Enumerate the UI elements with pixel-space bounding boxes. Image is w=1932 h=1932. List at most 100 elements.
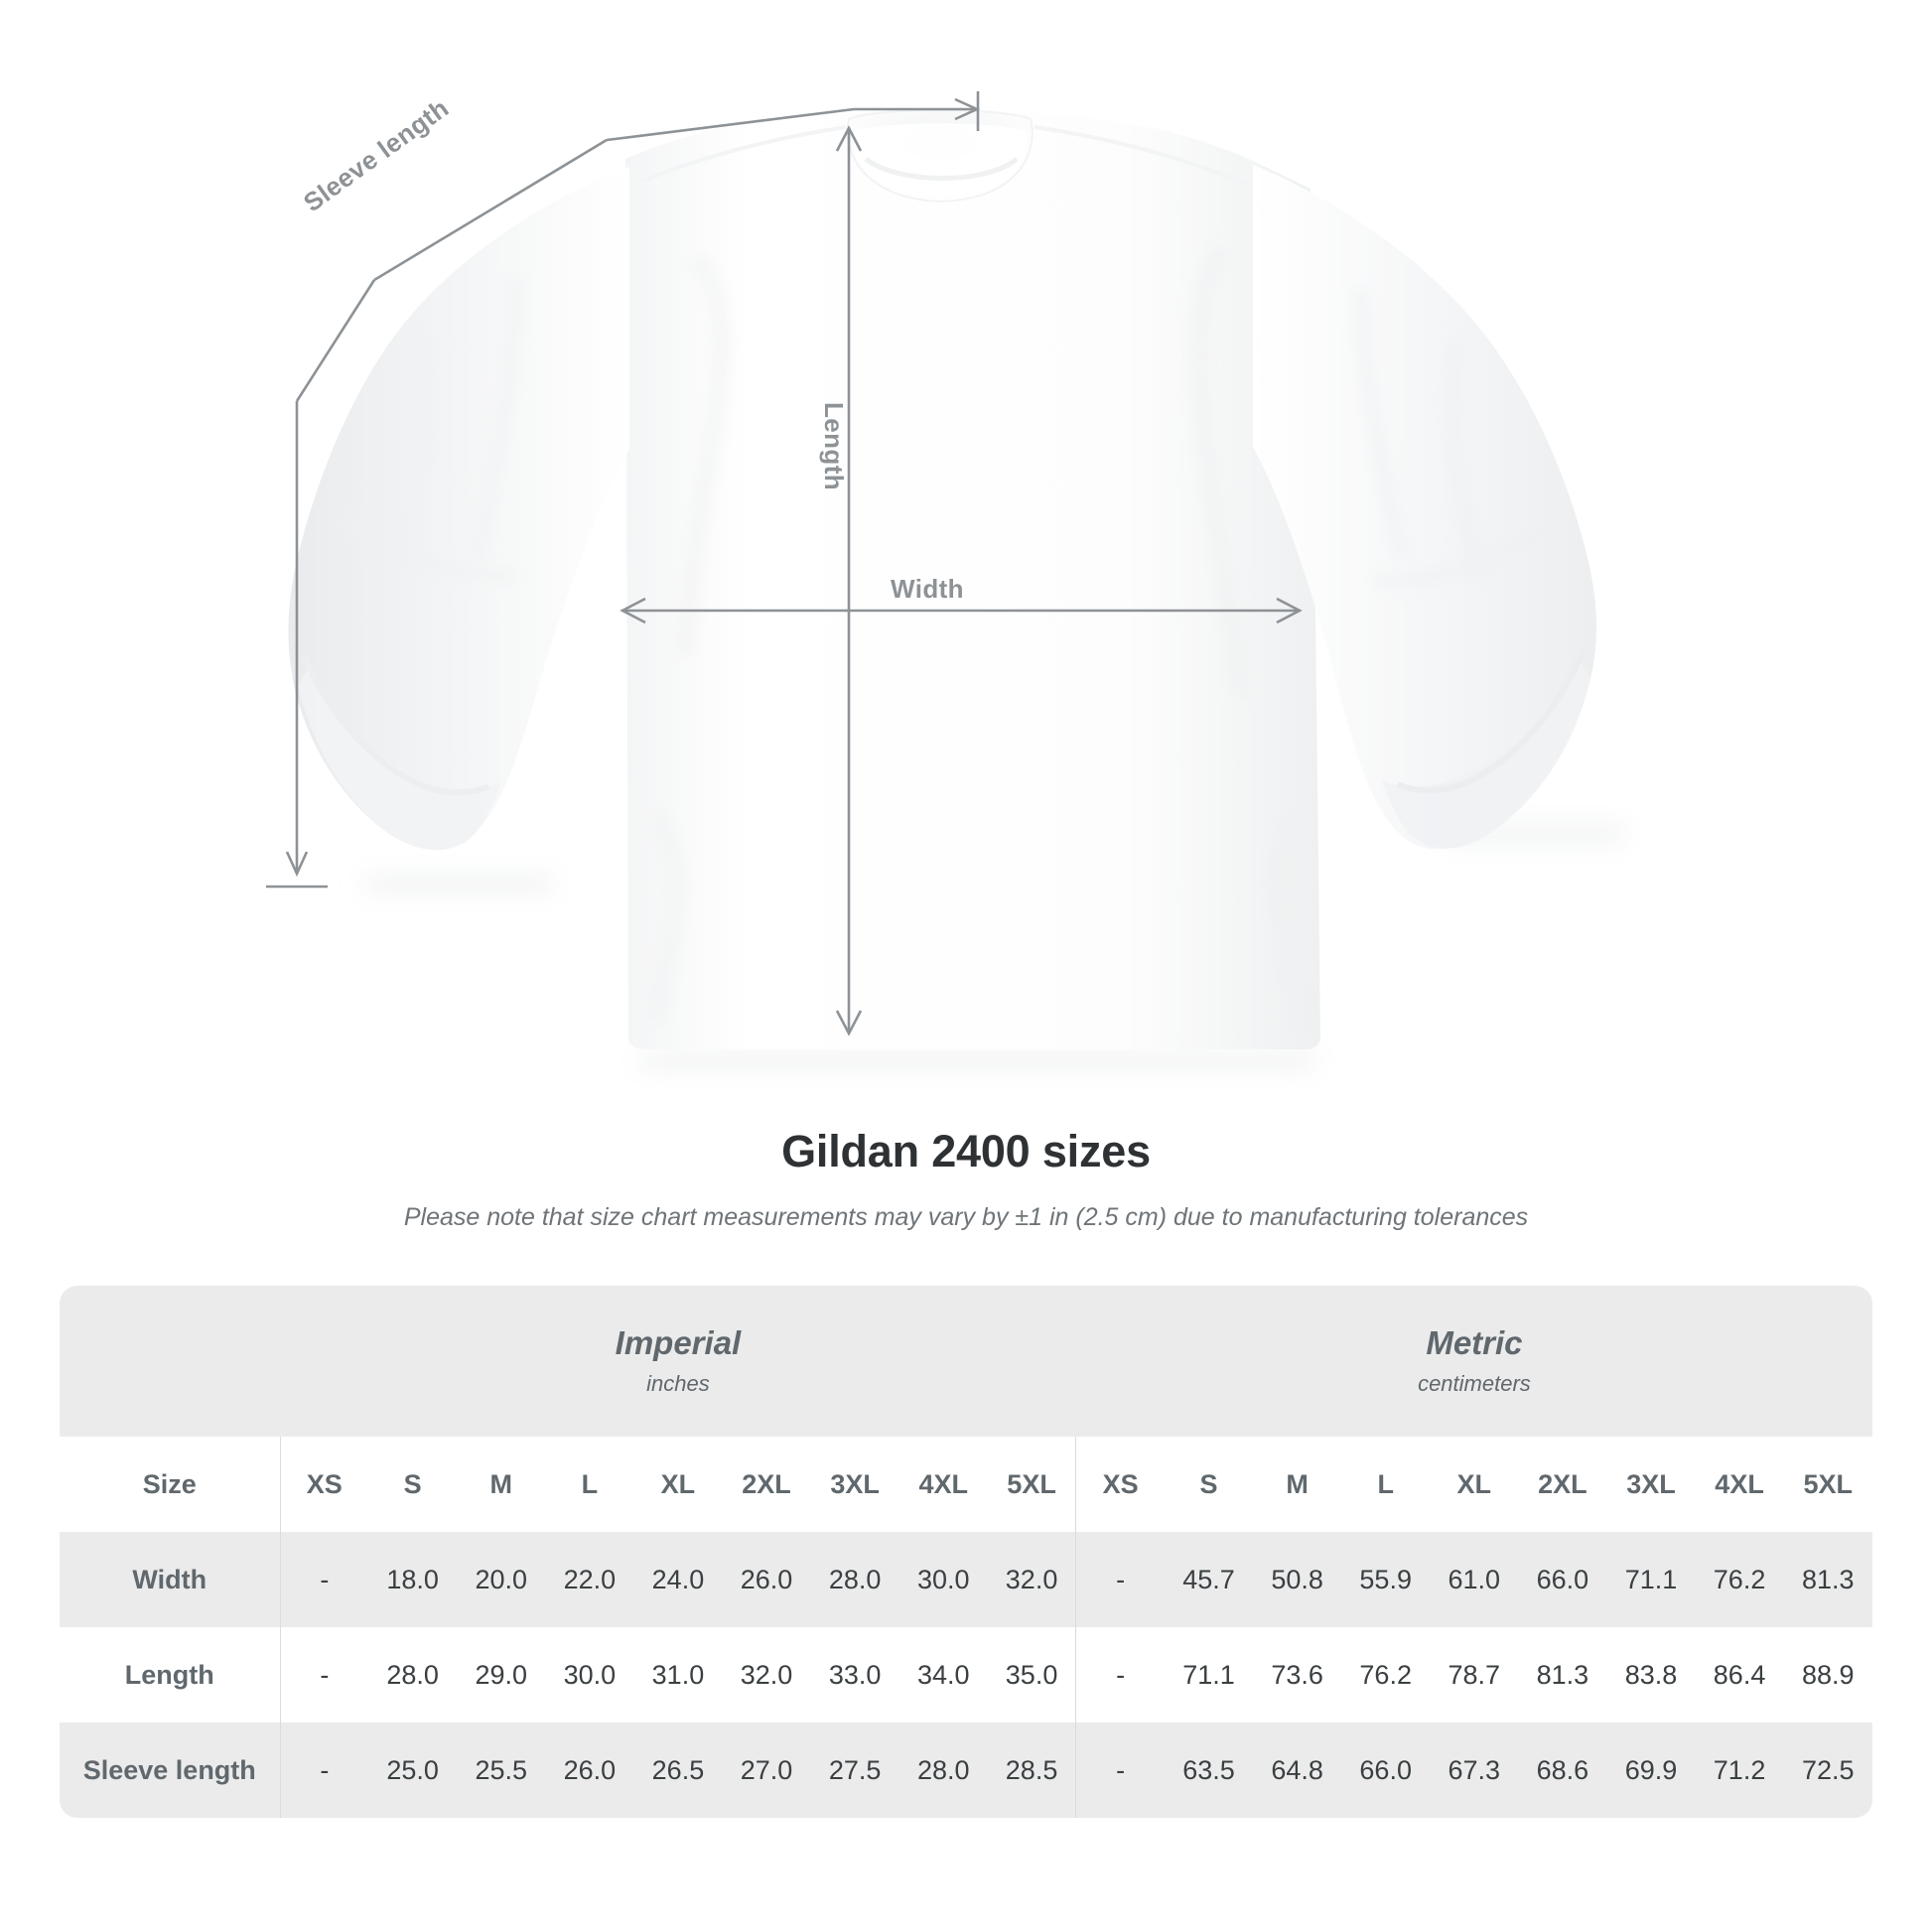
fabric-folds xyxy=(645,243,1311,1030)
cell: 50.8 xyxy=(1253,1532,1342,1627)
size-col-imperial-s: S xyxy=(368,1437,458,1532)
cell: 24.0 xyxy=(633,1532,723,1627)
cell: 25.0 xyxy=(368,1723,458,1818)
table-row: Sleeve length - 25.0 25.5 26.0 26.5 27.0… xyxy=(60,1723,1872,1818)
row-label-width: Width xyxy=(60,1532,281,1627)
cell: 76.2 xyxy=(1341,1627,1431,1723)
size-col-metric-xl: XL xyxy=(1430,1437,1519,1532)
size-header-row: Size XS S M L XL 2XL 3XL 4XL 5XL XS S M … xyxy=(60,1437,1872,1532)
cell: 30.0 xyxy=(545,1627,634,1723)
dimension-lines xyxy=(266,91,1303,1036)
garment-illustration xyxy=(266,91,1628,1070)
cell: 28.0 xyxy=(810,1532,899,1627)
right-sleeve xyxy=(1253,165,1597,850)
cell: 33.0 xyxy=(810,1627,899,1723)
chart-heading: Gildan 2400 sizes Please note that size … xyxy=(0,1122,1932,1232)
cell: 55.9 xyxy=(1341,1532,1431,1627)
cell: - xyxy=(1075,1532,1165,1627)
size-col-metric-m: M xyxy=(1253,1437,1342,1532)
cell: 28.0 xyxy=(368,1627,458,1723)
size-col-imperial-m: M xyxy=(457,1437,546,1532)
size-col-imperial-4xl: 4XL xyxy=(898,1437,988,1532)
cell: 26.5 xyxy=(633,1723,723,1818)
cell: 88.9 xyxy=(1783,1627,1872,1723)
cell: 63.5 xyxy=(1164,1723,1254,1818)
size-col-metric-s: S xyxy=(1164,1437,1254,1532)
cell: 18.0 xyxy=(368,1532,458,1627)
cell: 73.6 xyxy=(1253,1627,1342,1723)
size-col-metric-l: L xyxy=(1341,1437,1431,1532)
cell: 30.0 xyxy=(898,1532,988,1627)
cell: 64.8 xyxy=(1253,1723,1342,1818)
cell: - xyxy=(280,1532,369,1627)
size-header-label: Size xyxy=(60,1437,281,1532)
size-col-metric-3xl: 3XL xyxy=(1606,1437,1696,1532)
left-sleeve xyxy=(288,167,629,851)
row-label-length: Length xyxy=(60,1627,281,1723)
cell: 66.0 xyxy=(1341,1723,1431,1818)
cell: 83.8 xyxy=(1606,1627,1696,1723)
unit-sub-metric: centimeters xyxy=(1418,1371,1531,1397)
cell: 45.7 xyxy=(1164,1532,1254,1627)
width-label: Width xyxy=(891,574,964,604)
cell: - xyxy=(1075,1627,1165,1723)
garment-diagram: Sleeve length Length Width xyxy=(266,91,1628,1070)
cell: 78.7 xyxy=(1430,1627,1519,1723)
width-dimension xyxy=(620,597,1303,624)
cell: 28.5 xyxy=(987,1723,1076,1818)
cell: 28.0 xyxy=(898,1723,988,1818)
cell: 35.0 xyxy=(987,1627,1076,1723)
cell: 34.0 xyxy=(898,1627,988,1723)
garment-shadow xyxy=(362,824,1628,1070)
size-col-metric-4xl: 4XL xyxy=(1695,1437,1784,1532)
size-col-imperial-l: L xyxy=(545,1437,634,1532)
cell: 32.0 xyxy=(722,1627,811,1723)
page-title: Gildan 2400 sizes xyxy=(781,1126,1151,1176)
cell: 71.2 xyxy=(1695,1723,1784,1818)
cell: 81.3 xyxy=(1518,1627,1607,1723)
size-col-imperial-2xl: 2XL xyxy=(722,1437,811,1532)
row-label-sleeve-length: Sleeve length xyxy=(60,1723,281,1818)
size-col-imperial-xl: XL xyxy=(633,1437,723,1532)
size-col-metric-5xl: 5XL xyxy=(1783,1437,1872,1532)
unit-banner-metric: Metric centimeters xyxy=(1075,1286,1872,1437)
size-chart-table-wrapper: Imperial inches Metric centimeters Size … xyxy=(60,1286,1872,1818)
cell: 71.1 xyxy=(1606,1532,1696,1627)
length-label: Length xyxy=(819,402,849,491)
cell: 72.5 xyxy=(1783,1723,1872,1818)
table-row: Length - 28.0 29.0 30.0 31.0 32.0 33.0 3… xyxy=(60,1627,1872,1723)
cell: 76.2 xyxy=(1695,1532,1784,1627)
sleeve-length-dimension xyxy=(266,91,981,889)
cell: 29.0 xyxy=(457,1627,546,1723)
length-dimension xyxy=(835,125,863,1036)
size-col-imperial-5xl: 5XL xyxy=(987,1437,1076,1532)
cell: - xyxy=(280,1723,369,1818)
cell: 26.0 xyxy=(545,1723,634,1818)
unit-sub-imperial: inches xyxy=(646,1371,710,1397)
cell: 68.6 xyxy=(1518,1723,1607,1818)
unit-name-metric: Metric xyxy=(1426,1323,1523,1361)
size-chart-table: Imperial inches Metric centimeters Size … xyxy=(60,1286,1872,1818)
unit-name-imperial: Imperial xyxy=(615,1323,742,1361)
cell: 20.0 xyxy=(457,1532,546,1627)
table-row: Width - 18.0 20.0 22.0 24.0 26.0 28.0 30… xyxy=(60,1532,1872,1627)
cell: 86.4 xyxy=(1695,1627,1784,1723)
unit-banner-imperial: Imperial inches xyxy=(280,1286,1076,1437)
cell: 69.9 xyxy=(1606,1723,1696,1818)
cell: 61.0 xyxy=(1430,1532,1519,1627)
cell: 22.0 xyxy=(545,1532,634,1627)
shirt-body xyxy=(625,109,1320,1049)
size-col-metric-xs: XS xyxy=(1075,1437,1165,1532)
cell: - xyxy=(1075,1723,1165,1818)
cell: 71.1 xyxy=(1164,1627,1254,1723)
cell: 31.0 xyxy=(633,1627,723,1723)
unit-banner-row: Imperial inches Metric centimeters xyxy=(60,1286,1872,1437)
cell: - xyxy=(280,1627,369,1723)
cell: 67.3 xyxy=(1430,1723,1519,1818)
cell: 27.0 xyxy=(722,1723,811,1818)
cell: 32.0 xyxy=(987,1532,1076,1627)
tolerance-note: Please note that size chart measurements… xyxy=(403,1203,1529,1231)
cell: 26.0 xyxy=(722,1532,811,1627)
cell: 66.0 xyxy=(1518,1532,1607,1627)
cell: 25.5 xyxy=(457,1723,546,1818)
